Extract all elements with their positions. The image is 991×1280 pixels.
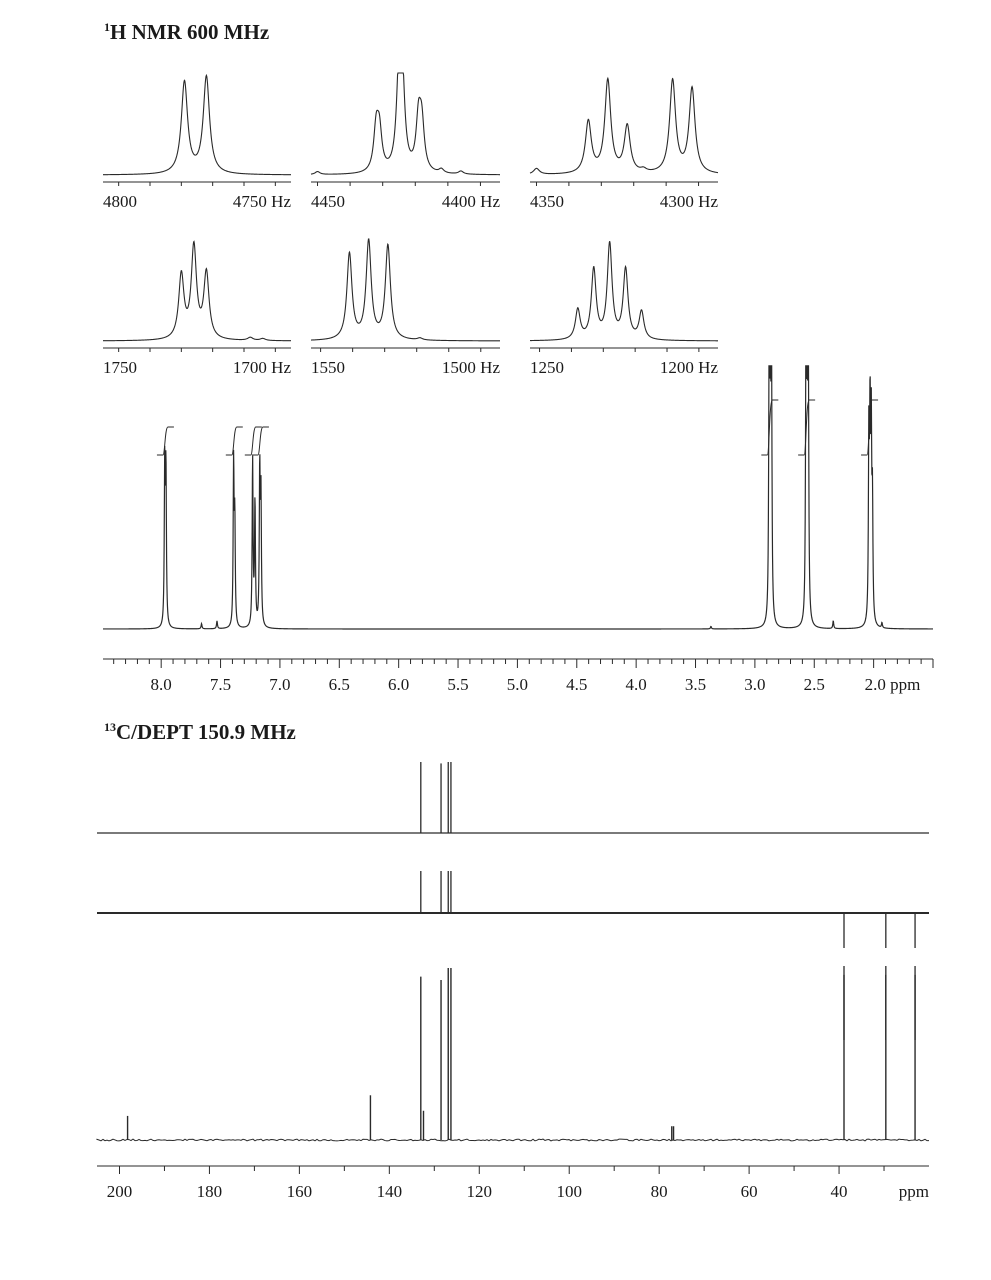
inset-6-group: 1250 1200 Hz xyxy=(529,241,719,377)
inset-4-trace xyxy=(102,240,291,342)
c13-tick-label: 140 xyxy=(377,1182,403,1201)
inset-1-trace xyxy=(102,73,291,176)
h1-spectrum-group: 8.0 7.5 7.0 6.5 6.0 5.5 5.0 4.5 4.0 3.5 3.0 2.5 2.0 … xyxy=(103,365,934,694)
h1-tick-label: 5.5 xyxy=(447,675,468,694)
h1-trace xyxy=(103,365,933,630)
c13-tick-label: 200 xyxy=(107,1182,133,1201)
h1-tick-label: 3.0 xyxy=(744,675,765,694)
h1-tick-label: 5.0 xyxy=(507,675,528,694)
c-title-text: C/DEPT 150.9 MHz xyxy=(116,720,296,744)
inset-3-tick-label: 4350 xyxy=(530,192,564,211)
inset-4-tick-label: 1750 xyxy=(103,358,137,377)
c-isotope-mass: 13 xyxy=(104,720,116,734)
h-title-text: H NMR 600 MHz xyxy=(110,20,270,44)
integral-curve xyxy=(225,426,243,456)
c13-tick-label: 160 xyxy=(287,1182,313,1201)
inset-4-tick-label: 1700 Hz xyxy=(233,358,292,377)
c13-baseline xyxy=(96,1138,929,1142)
c13-tick-label: 120 xyxy=(467,1182,493,1201)
integral-curve xyxy=(761,399,779,456)
integral-curve xyxy=(251,426,269,456)
c13-tick-label: 60 xyxy=(741,1182,758,1201)
integral-curve xyxy=(156,426,174,456)
inset-5-trace xyxy=(310,238,500,342)
c13-axis-unit: ppm xyxy=(899,1182,929,1201)
c13-tick-label: 80 xyxy=(651,1182,668,1201)
h1-tick-label: 8.0 xyxy=(151,675,172,694)
inset-3-group: 4350 4300 Hz xyxy=(529,76,719,211)
h-isotope-mass: 1 xyxy=(104,20,110,34)
h1-tick-label: 7.5 xyxy=(210,675,231,694)
inset-1-tick-label: 4800 xyxy=(103,192,137,211)
h1-tick-label: 3.5 xyxy=(685,675,706,694)
h-nmr-title: 1H NMR 600 MHz xyxy=(104,20,269,45)
inset-5-tick-label: 1550 xyxy=(311,358,345,377)
inset-6-tick-label: 1200 Hz xyxy=(660,358,719,377)
integral-curve xyxy=(798,399,816,456)
integral-curve xyxy=(861,399,879,456)
c13-broadband-group: 200 180 160 140 120 100 80 60 40 ppm xyxy=(96,968,929,1201)
c-nmr-title: 13C/DEPT 150.9 MHz xyxy=(104,720,296,745)
c13-tick-label: 180 xyxy=(197,1182,223,1201)
inset-2-group: 4450 4400 Hz xyxy=(310,72,501,211)
h1-tick-label: 6.0 xyxy=(388,675,409,694)
c13-tick-label: 40 xyxy=(831,1182,848,1201)
inset-3-trace xyxy=(529,76,719,175)
integral-curve xyxy=(244,426,262,456)
h1-tick-label: 4.5 xyxy=(566,675,587,694)
inset-2-trace xyxy=(310,72,501,176)
h1-tick-label: 2.0 ppm xyxy=(865,675,921,694)
inset-5-tick-label: 1500 Hz xyxy=(442,358,501,377)
h1-tick-label: 7.0 xyxy=(269,675,290,694)
inset-6-trace xyxy=(529,241,718,342)
inset-6-tick-label: 1250 xyxy=(530,358,564,377)
c13-tick-label: 100 xyxy=(556,1182,582,1201)
inset-1-group: 4800 4750 Hz xyxy=(102,73,292,211)
dept90-group xyxy=(97,762,929,834)
inset-2-tick-label: 4450 xyxy=(311,192,345,211)
h1-tick-label: 2.5 xyxy=(804,675,825,694)
dept135-group xyxy=(97,871,929,1040)
inset-5-group: 1550 1500 Hz xyxy=(310,238,501,377)
inset-2-tick-label: 4400 Hz xyxy=(442,192,501,211)
h1-tick-label: 6.5 xyxy=(329,675,350,694)
h1-tick-label: 4.0 xyxy=(626,675,647,694)
inset-4-group: 1750 1700 Hz xyxy=(102,240,292,377)
inset-1-tick-label: 4750 Hz xyxy=(233,192,292,211)
inset-3-tick-label: 4300 Hz xyxy=(660,192,719,211)
